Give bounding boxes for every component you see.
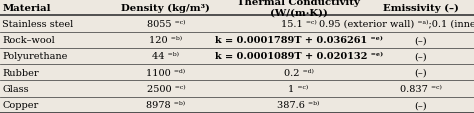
Text: 387.6 ⁼ᵇ⁾: 387.6 ⁼ᵇ⁾ (277, 100, 320, 109)
Text: 120 ⁼ᵇ⁾: 120 ⁼ᵇ⁾ (149, 36, 182, 45)
Text: (–): (–) (414, 100, 427, 109)
Text: 0.95 (exterior wall) ⁼ᵃ⁾;0.1 (inner wall) ⁼ᵃ⁾: 0.95 (exterior wall) ⁼ᵃ⁾;0.1 (inner wall… (319, 20, 474, 29)
Text: 8978 ⁼ᵇ⁾: 8978 ⁼ᵇ⁾ (146, 100, 185, 109)
Text: Emissivity (–): Emissivity (–) (383, 4, 459, 13)
Text: Polyurethane: Polyurethane (2, 52, 68, 61)
Text: (–): (–) (414, 68, 427, 77)
Text: Copper: Copper (2, 100, 38, 109)
Text: k = 0.0001089T + 0.020132 ⁼ᵉ⁾: k = 0.0001089T + 0.020132 ⁼ᵉ⁾ (215, 52, 383, 61)
Text: 44 ⁼ᵇ⁾: 44 ⁼ᵇ⁾ (153, 52, 179, 61)
Text: Material: Material (2, 4, 51, 13)
Text: 15.1 ⁼ᶜ⁾: 15.1 ⁼ᶜ⁾ (281, 20, 317, 29)
Text: Rock–wool: Rock–wool (2, 36, 55, 45)
Text: Density (kg/m³): Density (kg/m³) (121, 4, 210, 13)
Text: (–): (–) (414, 52, 427, 61)
Text: (–): (–) (414, 36, 427, 45)
Text: 0.837 ⁼ᶜ⁾: 0.837 ⁼ᶜ⁾ (400, 84, 442, 93)
Text: 2500 ⁼ᶜ⁾: 2500 ⁼ᶜ⁾ (146, 84, 185, 93)
Text: 0.2 ⁼ᵈ⁾: 0.2 ⁼ᵈ⁾ (283, 68, 314, 77)
Text: Rubber: Rubber (2, 68, 39, 77)
Text: k = 0.0001789T + 0.036261 ⁼ᵉ⁾: k = 0.0001789T + 0.036261 ⁼ᵉ⁾ (215, 36, 383, 45)
Text: 8055 ⁼ᶜ⁾: 8055 ⁼ᶜ⁾ (146, 20, 185, 29)
Text: Stainless steel: Stainless steel (2, 20, 73, 29)
Text: 1 ⁼ᶜ⁾: 1 ⁼ᶜ⁾ (289, 84, 309, 93)
Text: Thermal Conductivity
(W/(m·K)): Thermal Conductivity (W/(m·K)) (237, 0, 360, 18)
Text: 1100 ⁼ᵈ⁾: 1100 ⁼ᵈ⁾ (146, 68, 185, 77)
Text: Glass: Glass (2, 84, 29, 93)
